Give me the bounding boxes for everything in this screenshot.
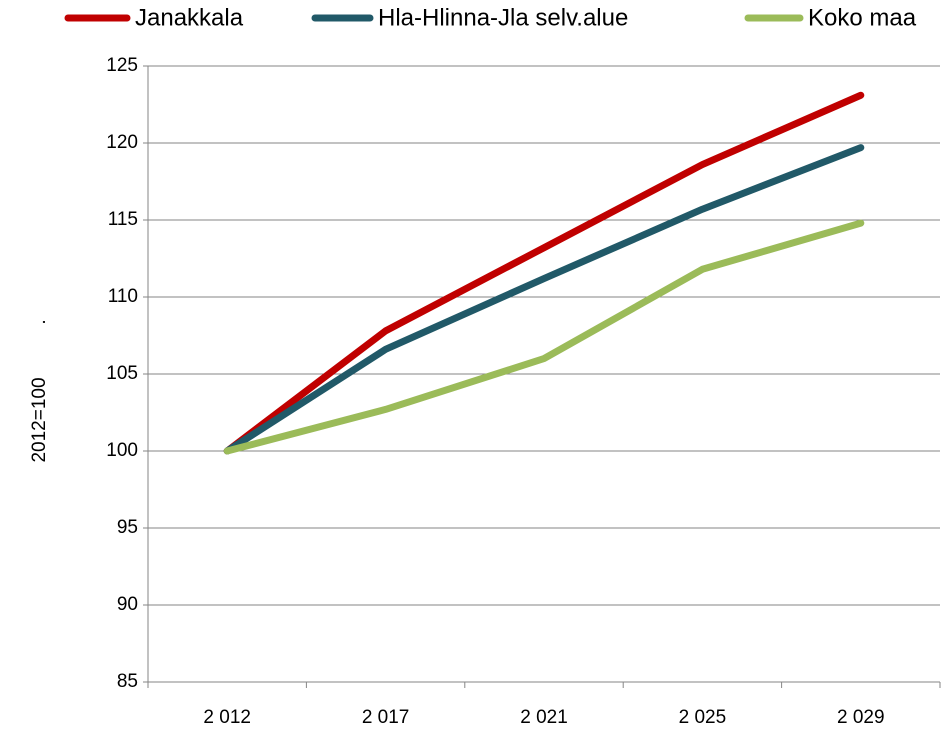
y-tick-label: 85 xyxy=(117,671,138,692)
y-tick-label: 125 xyxy=(106,55,138,76)
y-tick-label: 115 xyxy=(108,209,138,230)
x-tick-label: 2 021 xyxy=(520,707,568,728)
y-tick-label: 100 xyxy=(106,440,138,461)
y-tick-label: 95 xyxy=(117,517,138,538)
y-tick-label: 105 xyxy=(106,363,138,384)
y-tick-label: 120 xyxy=(106,132,138,153)
y-tick-label: 90 xyxy=(117,594,138,615)
series-line xyxy=(223,91,865,455)
legend-label: Koko maa xyxy=(808,4,917,31)
y-axis-label: 2012=100 xyxy=(29,377,50,462)
legend-label: Janakkala xyxy=(135,4,244,31)
x-tick-label: 2 017 xyxy=(362,707,410,728)
legend-label: Hla-Hlinna-Jla selv.alue xyxy=(378,4,628,31)
x-tick-label: 2 012 xyxy=(203,707,251,728)
annotation: . xyxy=(29,319,50,324)
series-line xyxy=(223,219,865,455)
x-tick-label: 2 029 xyxy=(837,707,885,728)
series-line xyxy=(223,144,865,455)
x-tick-label: 2 025 xyxy=(679,707,727,728)
y-tick-label: 110 xyxy=(108,286,138,307)
